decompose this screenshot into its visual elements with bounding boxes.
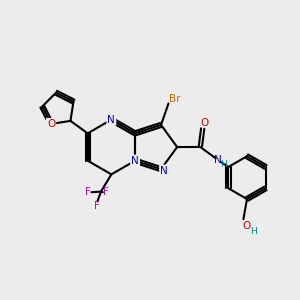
Text: F: F (103, 187, 109, 197)
Text: N: N (214, 154, 221, 164)
Text: Br: Br (169, 94, 181, 104)
Text: N: N (107, 115, 115, 125)
Text: N: N (131, 156, 139, 166)
Text: F: F (94, 201, 100, 211)
Text: H: H (220, 160, 227, 169)
Text: O: O (47, 119, 55, 129)
Text: F: F (85, 187, 91, 197)
Text: O: O (242, 221, 250, 231)
Text: H: H (250, 226, 257, 236)
Text: O: O (200, 118, 208, 128)
Text: N: N (160, 166, 168, 176)
